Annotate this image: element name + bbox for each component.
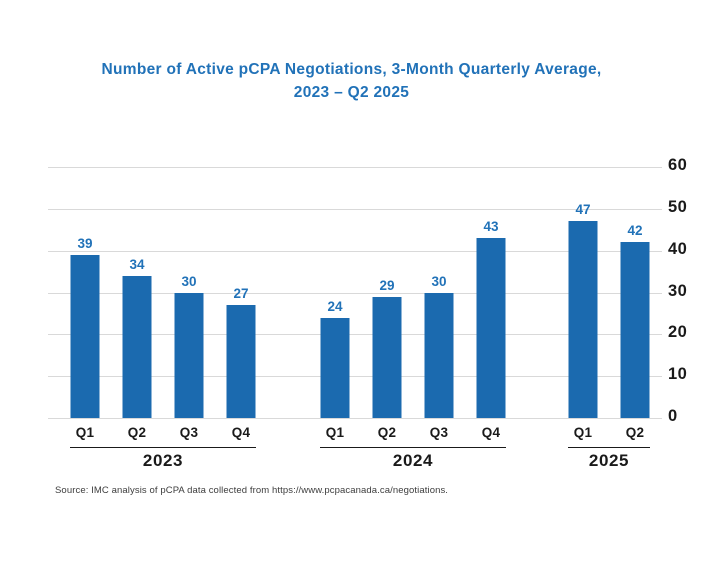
bar-2023-q4 [226, 305, 256, 418]
chart-title: Number of Active pCPA Negotiations, 3-Mo… [48, 58, 655, 104]
x-tick-label: Q2 [127, 425, 147, 440]
x-tick-label: Q1 [75, 425, 95, 440]
bar-value-label: 30 [181, 273, 197, 289]
y-tick-label-40: 40 [668, 239, 688, 258]
year-label-2023: 2023 [142, 451, 184, 470]
bar-group-2023: 39 Q1 34 Q2 30 Q3 27 Q4 2023 [59, 167, 267, 470]
bar-2023-q1 [70, 254, 100, 418]
bar-2024-q4 [476, 238, 506, 418]
bar-value-label: 29 [379, 277, 395, 293]
y-tick-label-50: 50 [668, 197, 688, 216]
bar-value-label: 27 [233, 286, 249, 302]
bar-2023-q2 [122, 275, 152, 418]
year-group-line [320, 447, 506, 448]
x-tick-label: Q2 [377, 425, 397, 440]
bar-value-label: 47 [575, 202, 591, 218]
bar-slot-2023-q3: 30 Q3 [163, 167, 215, 440]
bar-slot-2023-q1: 39 Q1 [59, 167, 111, 440]
gridline-20 [48, 334, 662, 336]
bar-slot-2025-q2: 42 Q2 [609, 167, 661, 440]
bar-2024-q1 [320, 317, 350, 418]
bar-group-2025: 47 Q1 42 Q2 2025 [557, 167, 661, 470]
bar-slot-2025-q1: 47 Q1 [557, 167, 609, 440]
gridline-50 [48, 208, 662, 210]
bar-value-label: 42 [627, 223, 643, 239]
y-tick-label-0: 0 [668, 407, 678, 425]
gridline-30 [48, 292, 662, 294]
bar-slot-2023-q2: 34 Q2 [111, 167, 163, 440]
bar-slot-2023-q4: 27 Q4 [215, 167, 267, 440]
source-note: Source: IMC analysis of pCPA data collec… [55, 485, 449, 496]
x-tick-label: Q2 [625, 425, 645, 440]
bar-2023-q3 [174, 292, 204, 418]
x-tick-label: Q4 [231, 425, 251, 440]
y-axis: 0 10 20 30 40 50 60 [668, 156, 716, 425]
bar-group-2024: 24 Q1 29 Q2 30 Q3 43 Q4 2024 [309, 167, 517, 470]
gridline-10 [48, 376, 662, 378]
y-tick-label-60: 60 [668, 156, 688, 174]
bar-2024-q2 [372, 296, 402, 418]
bar-2025-q2 [620, 242, 650, 418]
x-tick-label: Q1 [573, 425, 593, 440]
gridline-60 [48, 167, 662, 168]
x-tick-label: Q3 [179, 425, 199, 440]
bar-2024-q3 [424, 292, 454, 418]
gridline-40 [48, 250, 662, 252]
x-tick-label: Q3 [429, 425, 449, 440]
bar-2025-q1 [568, 221, 598, 418]
x-tick-label: Q1 [325, 425, 345, 440]
year-group-line [70, 447, 256, 448]
bar-value-label: 39 [77, 235, 93, 251]
bar-slot-2024-q2: 29 Q2 [361, 167, 413, 440]
year-group-line [568, 447, 650, 448]
bar-value-label: 24 [327, 298, 343, 314]
bar-value-label: 43 [483, 219, 499, 235]
chart-title-line-1: Number of Active pCPA Negotiations, 3-Mo… [101, 61, 602, 78]
x-tick-label: Q4 [481, 425, 501, 440]
y-tick-label-30: 30 [668, 281, 688, 300]
year-label-2024: 2024 [392, 451, 434, 470]
bar-slot-2024-q1: 24 Q1 [309, 167, 361, 440]
y-tick-label-10: 10 [668, 365, 688, 384]
bar-value-label: 34 [129, 256, 145, 272]
gridline-0 [48, 418, 662, 419]
y-tick-label-20: 20 [668, 323, 688, 342]
bar-slot-2024-q3: 30 Q3 [413, 167, 465, 440]
year-label-2025: 2025 [588, 451, 630, 470]
plot-area: 39 Q1 34 Q2 30 Q3 27 Q4 2023 24 Q1 29 Q2 30 Q3 43 Q4 2024… [48, 167, 662, 470]
bar-value-label: 30 [431, 273, 447, 289]
bar-slot-2024-q4: 43 Q4 [465, 167, 517, 440]
chart-title-line-2: 2023 – Q2 2025 [293, 84, 410, 101]
